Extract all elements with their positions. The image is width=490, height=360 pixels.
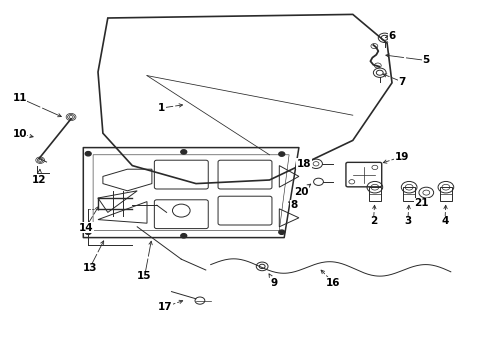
- Circle shape: [279, 230, 285, 234]
- Circle shape: [181, 234, 187, 238]
- Text: 19: 19: [394, 152, 409, 162]
- Text: 9: 9: [271, 278, 278, 288]
- Text: 20: 20: [294, 186, 309, 197]
- Text: 17: 17: [158, 302, 173, 312]
- Text: 10: 10: [12, 129, 27, 139]
- Text: 14: 14: [78, 222, 93, 233]
- Text: 12: 12: [32, 175, 47, 185]
- Text: 11: 11: [12, 93, 27, 103]
- Text: 5: 5: [423, 55, 430, 66]
- Circle shape: [85, 230, 91, 234]
- Text: 21: 21: [414, 198, 429, 208]
- Text: 3: 3: [404, 216, 411, 226]
- Circle shape: [85, 152, 91, 156]
- Text: 13: 13: [82, 263, 97, 273]
- Bar: [369, 187, 381, 201]
- Text: 8: 8: [291, 200, 297, 210]
- Text: 2: 2: [370, 216, 377, 226]
- Text: 15: 15: [137, 271, 152, 282]
- Text: 4: 4: [441, 216, 449, 226]
- Bar: [440, 187, 452, 201]
- Text: 16: 16: [326, 278, 341, 288]
- Text: 7: 7: [398, 77, 406, 87]
- Circle shape: [181, 150, 187, 154]
- Text: 6: 6: [389, 31, 395, 41]
- Text: 1: 1: [158, 103, 165, 113]
- Circle shape: [279, 152, 285, 156]
- Bar: [403, 187, 415, 201]
- Text: 18: 18: [296, 159, 311, 169]
